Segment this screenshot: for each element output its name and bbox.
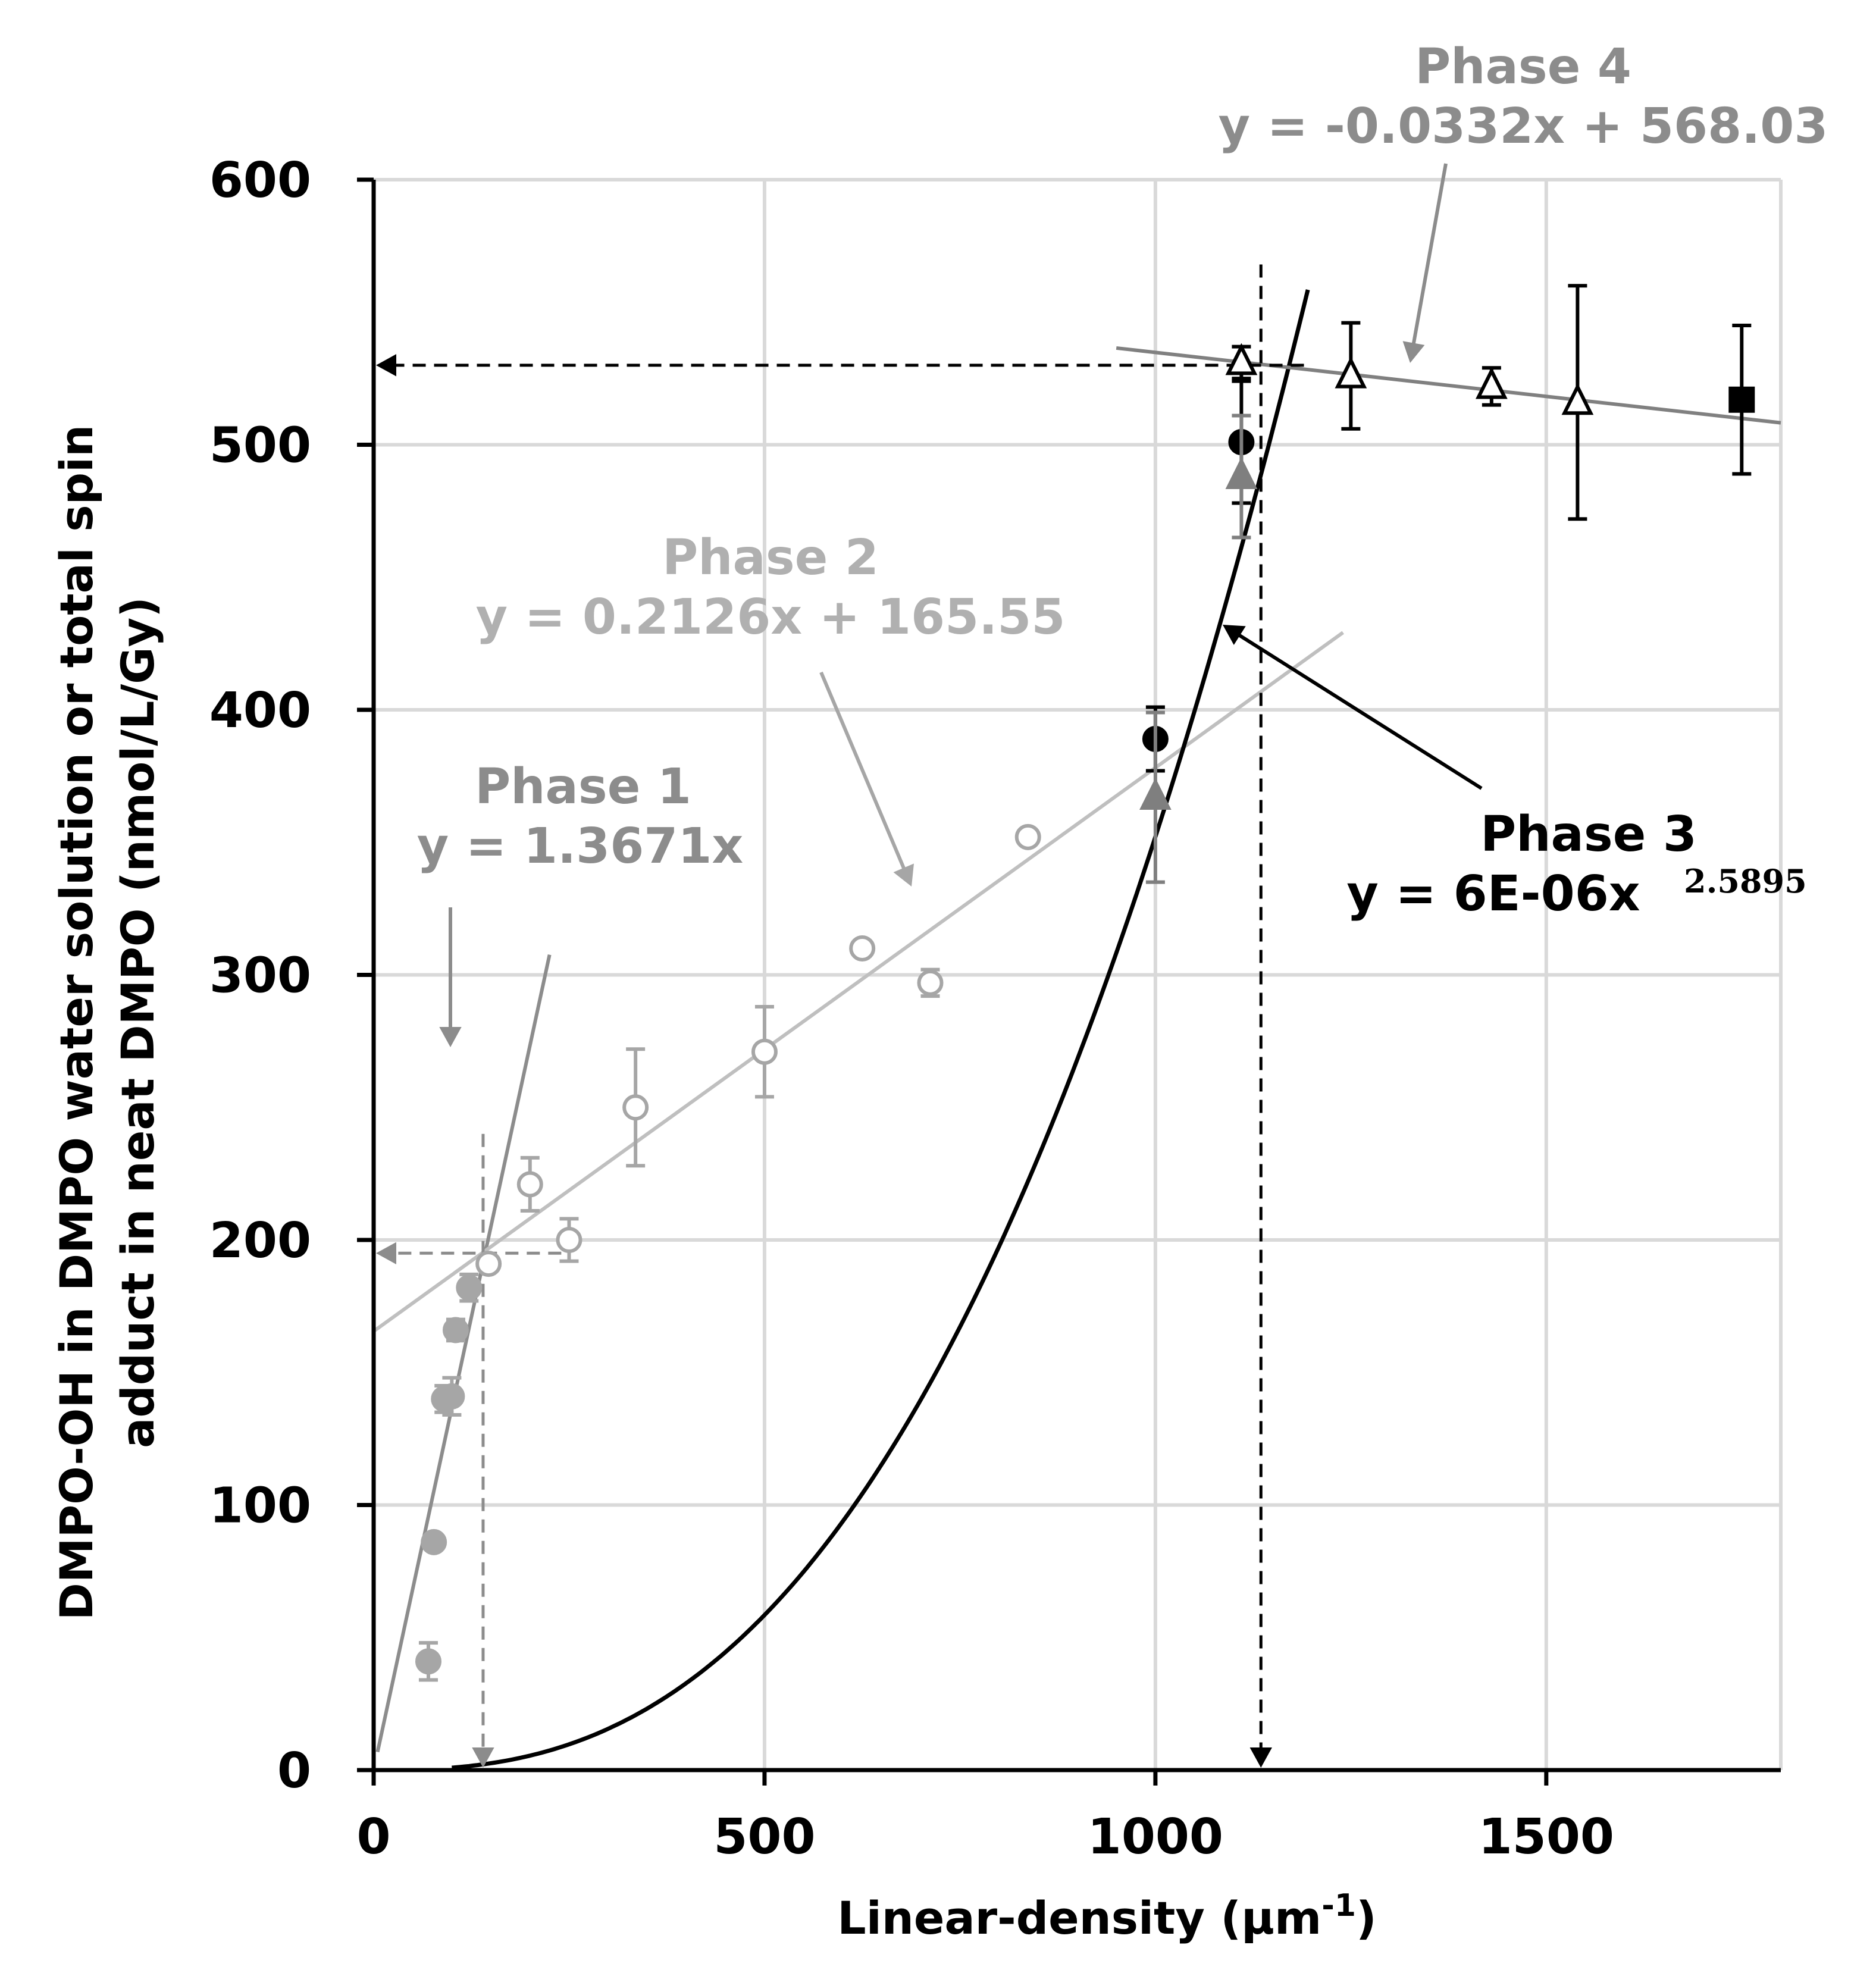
phase1-title: Phase 1	[475, 759, 691, 815]
y-tick-label: 500	[209, 418, 311, 474]
phase2-points-point	[516, 1171, 543, 1198]
y-tick-label: 100	[209, 1478, 311, 1534]
x-tick-label: 1500	[1479, 1809, 1614, 1865]
fit-line-phase3	[452, 289, 1310, 1770]
phase3-triangles-point	[1139, 778, 1172, 810]
phase2-points-point	[917, 969, 944, 996]
phase3-triangles-point	[1225, 457, 1258, 489]
square-point-point	[1728, 386, 1755, 413]
phase4-points-point	[1335, 356, 1367, 389]
phase2-arrow-head	[893, 863, 914, 887]
guide-phase3-vertical-head	[1249, 1747, 1272, 1768]
y-tick-label: 200	[209, 1213, 311, 1269]
phase4-points-point	[1476, 367, 1508, 399]
guide-phase1-vertical-head	[472, 1747, 494, 1768]
phase2-points-point	[556, 1227, 582, 1253]
guide-phase1-horizontal-head	[376, 1242, 396, 1264]
y-axis-title-line2: adduct in neat DMPO (nmol/L/Gy)	[111, 597, 164, 1448]
phase1-points-point	[442, 1317, 469, 1343]
y-tick-label: 600	[209, 152, 311, 209]
phase2-title: Phase 2	[662, 530, 879, 586]
annotations: Phase 1y = 1.3671x Phase 2y = 0.2126x + 1…	[417, 39, 1828, 1047]
phase4-arrow	[1411, 163, 1448, 347]
fit-line-phase2	[372, 631, 1344, 1333]
y-axis-title-line1: DMPO-OH in DMPO water solution or total …	[50, 425, 103, 1620]
x-axis-title: Linear-density (µm-1)	[837, 1888, 1376, 1944]
guide-phase3-horizontal-head	[376, 354, 396, 377]
phase4-arrow-head	[1402, 341, 1425, 363]
phase2-points-point	[849, 935, 876, 961]
fit-line-phase1	[375, 954, 552, 1753]
phase2-equation: y = 0.2126x + 165.55	[476, 589, 1066, 646]
phase4-points-point	[1225, 343, 1258, 375]
phase4-title: Phase 4	[1415, 39, 1631, 95]
y-tick-label: 300	[209, 948, 311, 1004]
grid	[374, 178, 1783, 1770]
phase1-arrow-head	[439, 1027, 462, 1047]
phase1-points-point	[421, 1529, 447, 1555]
phase3-equation: y = 6E-06x	[1346, 866, 1640, 922]
phase4-equation: y = -0.0332x + 568.03	[1219, 98, 1828, 155]
phase2-points-point	[475, 1251, 502, 1277]
phase1-points-point	[456, 1274, 483, 1301]
phase1-points-point	[415, 1648, 441, 1675]
phase1-points-point	[439, 1383, 465, 1410]
phase3-arrow-head	[1223, 625, 1246, 645]
axes: 0 100 200 300 400 500 600 0 500 1000 1500 Linear-de…	[50, 152, 1781, 1944]
phase1-equation: y = 1.3671x	[417, 818, 744, 875]
x-tick-label: 0	[356, 1809, 390, 1865]
x-tick-label: 1000	[1088, 1809, 1223, 1865]
phase3-exponent: 2.5895	[1684, 862, 1807, 900]
phase3-title: Phase 3	[1480, 806, 1697, 863]
data-points	[415, 284, 1755, 1682]
y-tick-label: 0	[277, 1743, 311, 1799]
x-tick-label: 500	[713, 1809, 815, 1865]
phase4-points-point	[1561, 383, 1594, 415]
phase2-points-point	[1014, 823, 1041, 850]
phase2-points-point	[622, 1094, 649, 1121]
phase2-points-point	[751, 1038, 778, 1065]
fit-line-phase4	[1116, 346, 1781, 425]
y-tick-label: 400	[209, 682, 311, 739]
guide-lines	[376, 264, 1304, 1768]
fit-lines	[372, 289, 1781, 1770]
phase2-arrow	[819, 671, 907, 873]
phase3-arrow	[1235, 631, 1483, 790]
